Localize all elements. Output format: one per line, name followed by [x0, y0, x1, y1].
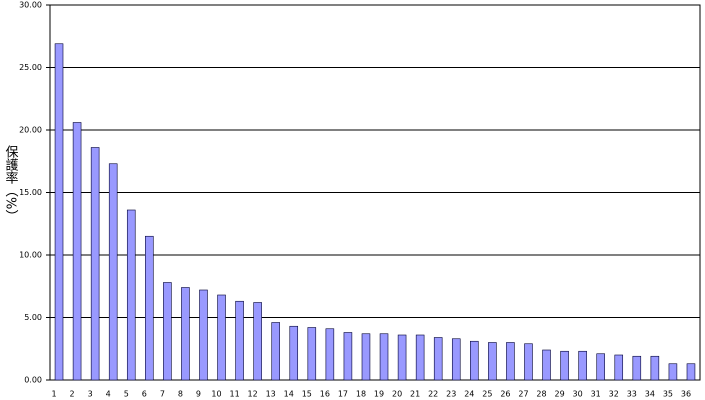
y-tick-label: 20.00: [19, 126, 42, 135]
x-tick-label: 19: [374, 390, 384, 399]
bar: [343, 332, 353, 381]
x-tick-label: 11: [229, 390, 239, 399]
bar: [542, 349, 551, 381]
x-tick-label: 17: [338, 390, 348, 399]
x-tick-label: 27: [518, 390, 528, 399]
x-tick-label: 5: [124, 390, 129, 399]
x-tick-label: 22: [428, 390, 438, 399]
x-tick-label: 32: [609, 390, 619, 399]
bar: [217, 294, 226, 381]
x-tick-label: 26: [500, 390, 510, 399]
bar: [415, 334, 425, 381]
x-tick-label: 10: [211, 390, 221, 399]
x-tick-label: 29: [554, 390, 564, 399]
x-tick-label: 16: [320, 390, 330, 399]
y-tick-label: 15.00: [19, 188, 42, 197]
bar: [235, 300, 244, 381]
bar: [181, 287, 190, 381]
x-tick-label: 30: [573, 390, 583, 399]
x-tick-label: 14: [284, 390, 294, 399]
bar: [451, 338, 461, 381]
x-tick-label: 9: [196, 390, 201, 399]
x-tick-label: 18: [356, 390, 366, 399]
bar: [271, 322, 280, 381]
bar: [668, 363, 678, 381]
bar: [289, 325, 299, 381]
x-tick-label: 1: [51, 390, 56, 399]
x-tick-label: 34: [645, 390, 655, 399]
x-tick-label: 28: [536, 390, 546, 399]
x-tick-label: 21: [410, 390, 420, 399]
bar: [397, 334, 407, 381]
bar: [108, 163, 118, 381]
x-tick-label: 8: [178, 390, 183, 399]
bar: [614, 354, 624, 381]
bar: [361, 333, 371, 381]
bar: [199, 289, 208, 381]
y-tick-label: 10.00: [19, 251, 42, 260]
x-tick-label: 12: [248, 390, 258, 399]
x-tick-label: 31: [591, 390, 601, 399]
x-tick-label: 7: [160, 390, 165, 399]
bar: [488, 342, 497, 381]
bar: [560, 350, 569, 381]
bar: [433, 337, 443, 381]
x-tick-label: 13: [266, 390, 276, 399]
bar: [506, 342, 515, 381]
x-tick-label: 25: [482, 390, 492, 399]
bar: [54, 43, 64, 381]
bar: [90, 147, 100, 381]
bar: [126, 209, 136, 381]
bar: [524, 343, 533, 381]
bar: [596, 353, 605, 381]
bar: [307, 327, 317, 381]
bar: [650, 355, 660, 381]
bar: [578, 350, 587, 381]
bar: [686, 363, 696, 381]
x-tick-label: 35: [663, 390, 673, 399]
y-tick-label: 0.00: [24, 376, 42, 385]
y-tick-label: 30.00: [19, 1, 42, 10]
bar: [145, 235, 154, 381]
x-tick-label: 24: [464, 390, 474, 399]
bar: [325, 328, 335, 381]
x-tick-label: 3: [88, 390, 93, 399]
bar: [632, 355, 642, 381]
x-tick-label: 2: [70, 390, 75, 399]
y-tick-label: 5.00: [24, 313, 42, 322]
x-tick-label: 15: [302, 390, 312, 399]
x-tick-label: 4: [106, 390, 111, 399]
y-axis-label: 保護率（%）: [3, 145, 19, 222]
x-tick-label: 20: [392, 390, 402, 399]
bar: [379, 333, 389, 381]
bar: [470, 340, 479, 381]
x-tick-label: 36: [681, 390, 691, 399]
x-tick-label: 6: [142, 390, 147, 399]
bar: [72, 122, 82, 381]
x-tick-label: 33: [627, 390, 637, 399]
x-tick-label: 23: [446, 390, 456, 399]
bar: [253, 302, 262, 381]
bar: [163, 282, 172, 381]
y-tick-label: 25.00: [19, 63, 42, 72]
